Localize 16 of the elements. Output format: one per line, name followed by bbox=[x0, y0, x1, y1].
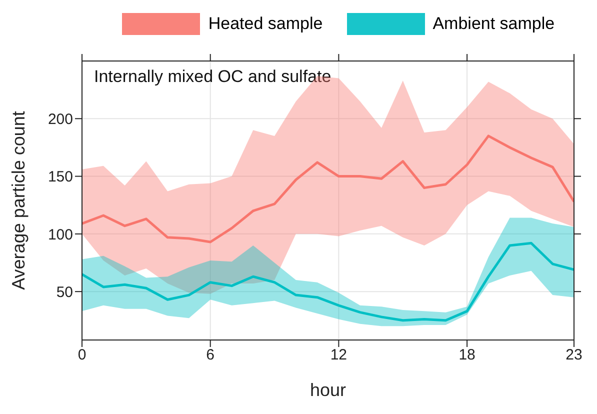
line-series bbox=[82, 242, 574, 322]
x-tick-label: 12 bbox=[330, 346, 348, 364]
y-tick-label: 150 bbox=[48, 168, 73, 186]
legend-label: Ambient sample bbox=[432, 14, 555, 34]
chart-title: Internally mixed OC and sulfate bbox=[94, 67, 332, 86]
y-axis-title: Average particle count bbox=[8, 111, 28, 290]
x-tick-label: 0 bbox=[78, 346, 86, 364]
y-tick-label: 100 bbox=[48, 226, 73, 244]
legend-label: Heated sample bbox=[208, 14, 323, 34]
y-tick-label: 200 bbox=[48, 110, 73, 128]
x-tick-label: 23 bbox=[566, 346, 582, 364]
line-series bbox=[82, 134, 574, 244]
x-tick-label: 6 bbox=[206, 346, 215, 364]
y-tick-label: 50 bbox=[56, 284, 73, 301]
x-tick-label: 18 bbox=[458, 346, 476, 364]
x-axis-title: hour bbox=[310, 380, 346, 400]
